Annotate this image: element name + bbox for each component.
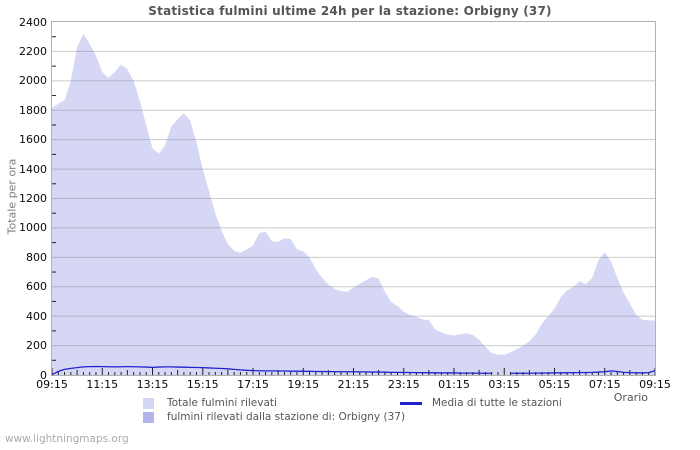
x-tick-label: 05:15: [538, 378, 571, 391]
plot-canvas: [52, 33, 655, 375]
y-tick-label: 2200: [19, 44, 47, 58]
area-series-0: [52, 33, 655, 375]
legend-line-media: [400, 402, 422, 405]
x-tick-label: 07:15: [588, 378, 621, 391]
watermark: www.lightningmaps.org: [5, 433, 129, 445]
y-tick-label: 1000: [19, 221, 47, 235]
y-tick-label: 200: [26, 339, 47, 353]
media-line: [52, 365, 492, 375]
x-tick-label: 21:15: [337, 378, 370, 391]
media-line: [510, 369, 655, 374]
x-tick-label: 03:15: [488, 378, 521, 391]
x-tick-label: 11:15: [86, 378, 119, 391]
x-axis-label: Orario: [613, 391, 648, 404]
legend-label-station: fulmini rilevati dalla stazione di: Orbi…: [167, 411, 406, 423]
x-tick-label: 19:15: [287, 378, 320, 391]
plot-area: [51, 21, 656, 376]
x-tick-label: 15:15: [186, 378, 219, 391]
x-tick-label: 23:15: [387, 378, 420, 391]
x-tick-label: 09:15: [639, 378, 671, 391]
x-tick-label: 17:15: [237, 378, 269, 391]
y-tick-label: 1200: [19, 192, 47, 205]
gridlines: [52, 50, 655, 347]
legend-swatch-station: [143, 412, 154, 423]
y-tick-label: 1400: [19, 162, 47, 176]
x-tick-label: 13:15: [136, 378, 169, 391]
y-tick-label: 600: [26, 280, 47, 294]
y-tick-label: 2000: [19, 74, 47, 88]
y-tick-label: 0: [40, 368, 47, 382]
chart-title: Statistica fulmini ultime 24h per la sta…: [148, 4, 552, 18]
y-minor-ticks: [52, 36, 56, 361]
x-tick-label: 09:15: [36, 378, 68, 391]
y-tick-label: 1600: [19, 133, 47, 147]
y-tick-label: 800: [26, 250, 47, 264]
legend-label-total: Totale fulmini rilevati: [167, 397, 277, 409]
y-tick-label: 2400: [19, 15, 47, 29]
legend-label-media: Media di tutte le stazioni: [432, 397, 562, 409]
legend-swatch-total: [143, 398, 154, 409]
y-tick-label: 400: [26, 309, 47, 323]
x-tick-label: 01:15: [438, 378, 470, 391]
y-tick-label: 1800: [19, 103, 47, 117]
